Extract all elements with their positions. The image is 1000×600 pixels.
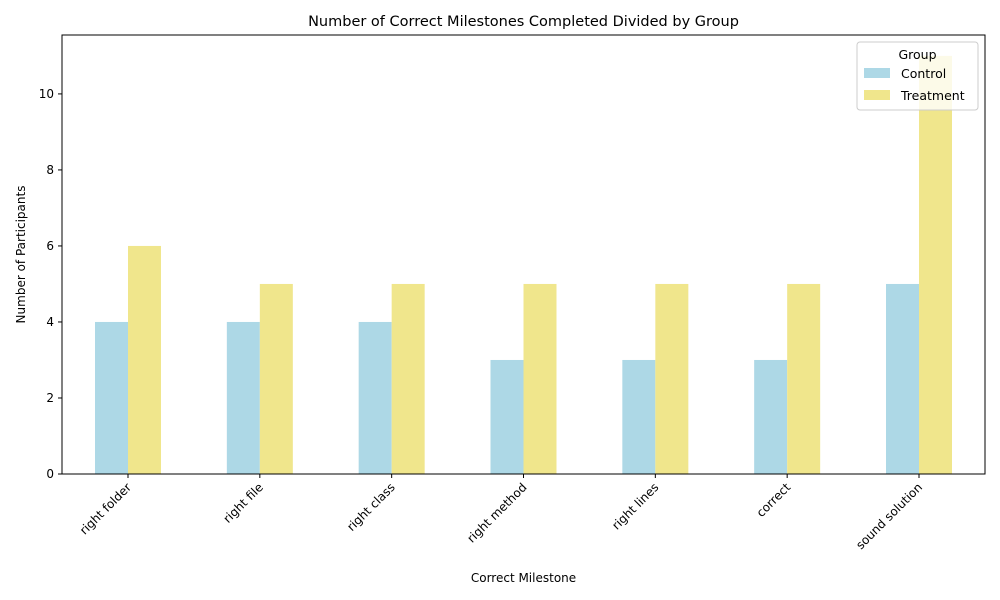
x-tick-label: right method [464, 480, 529, 545]
bar-treatment-right-method [523, 283, 557, 474]
y-tick-label: 6 [46, 239, 54, 253]
bar-control-sound-solution [886, 283, 919, 474]
x-tick-label: right folder [77, 480, 134, 537]
y-tick-label: 8 [46, 163, 54, 177]
legend-swatch-treatment [864, 90, 890, 100]
legend-swatch-control [864, 68, 890, 78]
bar-control-right-file [226, 321, 260, 474]
x-tick-label: right lines [609, 480, 661, 532]
y-axis-label: Number of Participants [14, 186, 28, 324]
bar-control-right-class [358, 321, 392, 474]
legend: Group Control Treatment [856, 41, 979, 111]
bar-control-right-folder [95, 321, 128, 474]
bar-treatment-right-file [259, 283, 293, 474]
x-axis-label: Correct Milestone [471, 571, 576, 585]
x-tick-label: correct [754, 480, 794, 520]
y-tick-label: 10 [39, 87, 54, 101]
bar-control-right-method [490, 359, 524, 474]
legend-title: Group [898, 47, 936, 62]
legend-label-control: Control [901, 66, 946, 81]
bars-layer [95, 55, 952, 475]
x-axis-ticks: right folder right file right class right m… [77, 474, 925, 552]
bar-control-right-lines [622, 359, 656, 474]
x-tick-label: right file [220, 480, 265, 525]
bar-treatment-right-folder [128, 245, 161, 474]
y-axis-ticks: 0 2 4 6 8 10 [39, 87, 62, 481]
y-tick-label: 4 [46, 315, 54, 329]
y-tick-label: 2 [46, 391, 54, 405]
bar-treatment-right-class [391, 283, 425, 474]
x-tick-label: right class [344, 480, 398, 534]
y-tick-label: 0 [46, 467, 54, 481]
x-tick-label: sound solution [853, 480, 925, 552]
bar-treatment-right-lines [655, 283, 689, 474]
bar-treatment-sound-solution [919, 55, 952, 475]
chart-title: Number of Correct Milestones Completed D… [308, 14, 739, 30]
bar-control-correct [754, 359, 788, 474]
bar-treatment-correct [787, 283, 821, 474]
legend-label-treatment: Treatment [900, 88, 965, 103]
